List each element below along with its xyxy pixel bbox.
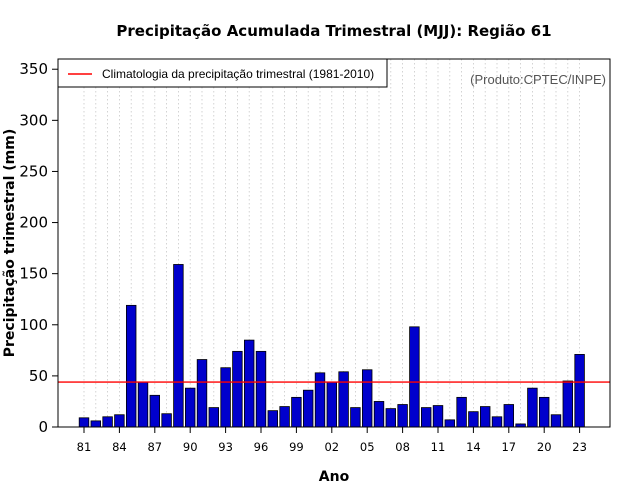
bar (137, 381, 149, 428)
bar (350, 407, 361, 428)
y-tick-label: 200 (19, 214, 48, 232)
bar (373, 401, 385, 428)
bar (479, 406, 491, 428)
chart-title: Precipitação Acumulada Trimestral (MJJ):… (116, 22, 551, 40)
bar (279, 406, 290, 428)
bar (232, 350, 243, 428)
x-tick-label: 11 (431, 440, 446, 454)
x-tick-label: 23 (572, 440, 587, 454)
bar (491, 416, 503, 428)
legend-box (57, 58, 388, 88)
plot-frame (57, 58, 611, 428)
bar (126, 304, 137, 428)
bar (397, 404, 408, 428)
x-tick-label: 99 (289, 440, 304, 454)
bar (184, 387, 196, 428)
y-tick-label: 50 (29, 367, 48, 385)
bar (432, 405, 444, 428)
bar (102, 416, 113, 428)
bar (562, 380, 574, 428)
legend-label: Climatologia da precipitação trimestral … (102, 67, 374, 81)
bar (291, 396, 302, 428)
bar (196, 359, 208, 428)
x-tick-label: 81 (77, 440, 92, 454)
bar-series (78, 264, 585, 428)
bar (208, 407, 220, 428)
bar (409, 326, 420, 428)
bar (78, 417, 90, 428)
bar (385, 408, 397, 428)
bar (173, 264, 184, 428)
y-axis-label: Precipitação trimestral (mm) (2, 129, 18, 357)
y-axis: 0 50 100 150 200 250 300 350 (19, 60, 58, 436)
bar (444, 419, 456, 428)
y-tick-label: 100 (19, 316, 48, 334)
x-tick-label: 02 (324, 440, 339, 454)
bar (243, 339, 255, 428)
x-tick-label: 05 (360, 440, 375, 454)
y-tick-label: 300 (19, 111, 48, 129)
x-tick-label: 93 (218, 440, 233, 454)
x-axis-label: Ano (319, 469, 350, 485)
bar (326, 381, 338, 428)
bar (456, 396, 467, 428)
bar (90, 420, 102, 428)
x-tick-label: 20 (537, 440, 552, 454)
bar (302, 389, 314, 428)
bar (114, 414, 125, 428)
x-tick-label: 08 (395, 440, 410, 454)
y-tick-label: 250 (19, 162, 48, 180)
bar (149, 394, 161, 428)
y-tick-label: 150 (19, 265, 48, 283)
product-annotation: (Produto:CPTEC/INPE) (470, 72, 606, 87)
bar (420, 407, 432, 428)
x-tick-label: 84 (112, 440, 127, 454)
vertical-grid (83, 59, 580, 427)
bar (361, 369, 373, 428)
bar (220, 367, 231, 428)
x-axis: 81 84 87 90 93 96 99 02 05 08 11 14 17 20 23 (77, 427, 587, 454)
bar (255, 350, 267, 428)
bar (527, 387, 538, 428)
bar (468, 411, 479, 428)
bar (574, 354, 585, 428)
x-tick-label: 90 (183, 440, 198, 454)
bar (267, 410, 279, 428)
bar (161, 413, 172, 428)
bar (550, 414, 562, 428)
x-tick-label: 17 (501, 440, 516, 454)
y-tick-label: 0 (38, 418, 48, 436)
x-tick-label: 14 (466, 440, 481, 454)
bar (503, 404, 515, 428)
x-tick-label: 87 (147, 440, 162, 454)
x-tick-label: 96 (254, 440, 269, 454)
legend: Climatologia da precipitação trimestral … (57, 58, 388, 88)
bar (338, 371, 349, 428)
bar (539, 396, 550, 428)
y-tick-label: 350 (19, 60, 48, 78)
bar (314, 372, 326, 428)
